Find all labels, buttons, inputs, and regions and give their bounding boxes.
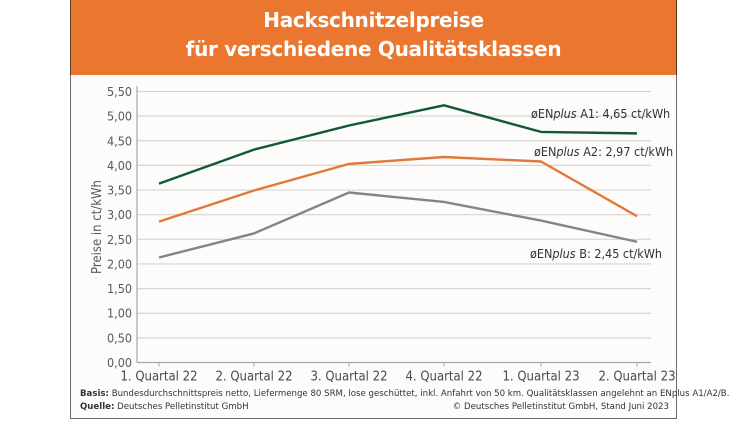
basis-text: Bundesdurchschnittspreis netto, Lieferme… [111,389,730,399]
y-tick-label: 5,00 [107,109,132,124]
gridlines [137,90,651,339]
y-tick-label: 3,00 [107,207,132,222]
x-tick-label: 1. Quartal 22 [120,370,197,385]
y-tick-label: 4,50 [107,133,132,148]
series-label: øENplus A2: 2,97 ct/kWh [534,144,673,159]
x-tick-label: 2. Quartal 22 [215,370,292,385]
chart-title-line1: Hackschnitzelpreise [263,8,484,32]
x-tick-label: 3. Quartal 22 [310,370,387,385]
title-banner: Hackschnitzelpreise für verschiedene Qua… [70,0,677,75]
y-tick-label: 5,50 [107,84,132,99]
y-axis-label: Preise in ct/kWh [90,180,105,274]
source-text: Deutsches Pelletinstitut GmbH [117,402,249,412]
chart-title-line2: für verschiedene Qualitätsklassen [185,37,562,61]
y-tick-label: 2,00 [107,256,132,271]
y-tick-label: 0,50 [107,330,132,345]
series-line [158,155,638,223]
basis-label: Basis: [80,389,109,399]
y-tick-label: 1,00 [107,306,132,321]
footer-source: Quelle: Deutsches Pelletinstitut GmbH [80,402,249,412]
x-tick-label: 1. Quartal 23 [502,370,579,385]
y-tick-label: 3,50 [107,183,132,198]
series-labels: øENplus A1: 4,65 ct/kWh øENplus A2: 2,97 … [530,106,673,261]
source-label: Quelle: [80,402,115,412]
y-tick-label: 0,00 [107,355,132,370]
axes: 0,00 0,50 1,00 1,50 2,00 2,50 3,00 3,50 4,00 4,50… [90,84,676,385]
y-tick-label: 2,50 [107,232,132,247]
series-label: øENplus B: 2,45 ct/kWh [530,246,662,261]
series-line [158,191,638,259]
x-tick-label: 4. Quartal 22 [405,370,482,385]
footer-basis: Basis: Bundesdurchschnittspreis netto, L… [80,389,729,399]
x-tick-label: 2. Quartal 23 [598,370,675,385]
y-tick-label: 1,50 [107,281,132,296]
y-tick-label: 4,00 [107,158,132,173]
series-label: øENplus A1: 4,65 ct/kWh [531,106,670,121]
series-line [158,104,638,185]
data-series [158,104,638,259]
copyright-note: © Deutsches Pelletinstitut GmbH, Stand J… [452,402,669,412]
